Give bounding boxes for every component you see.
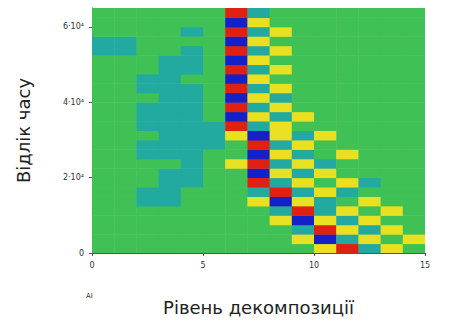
svg-text:15: 15 bbox=[420, 261, 430, 270]
svg-text:5: 5 bbox=[200, 261, 205, 270]
svg-text:6·10⁴: 6·10⁴ bbox=[63, 22, 84, 31]
svg-text:0: 0 bbox=[79, 249, 84, 258]
svg-text:AI: AI bbox=[86, 292, 93, 300]
svg-text:Відлік часу: Відлік часу bbox=[13, 78, 34, 183]
svg-text:0: 0 bbox=[89, 261, 94, 270]
svg-text:2·10⁴: 2·10⁴ bbox=[63, 173, 84, 182]
svg-text:10: 10 bbox=[309, 261, 319, 270]
svg-text:4·10⁴: 4·10⁴ bbox=[63, 98, 84, 107]
svg-text:Рівень декомпозиції: Рівень декомпозиції bbox=[163, 297, 355, 318]
